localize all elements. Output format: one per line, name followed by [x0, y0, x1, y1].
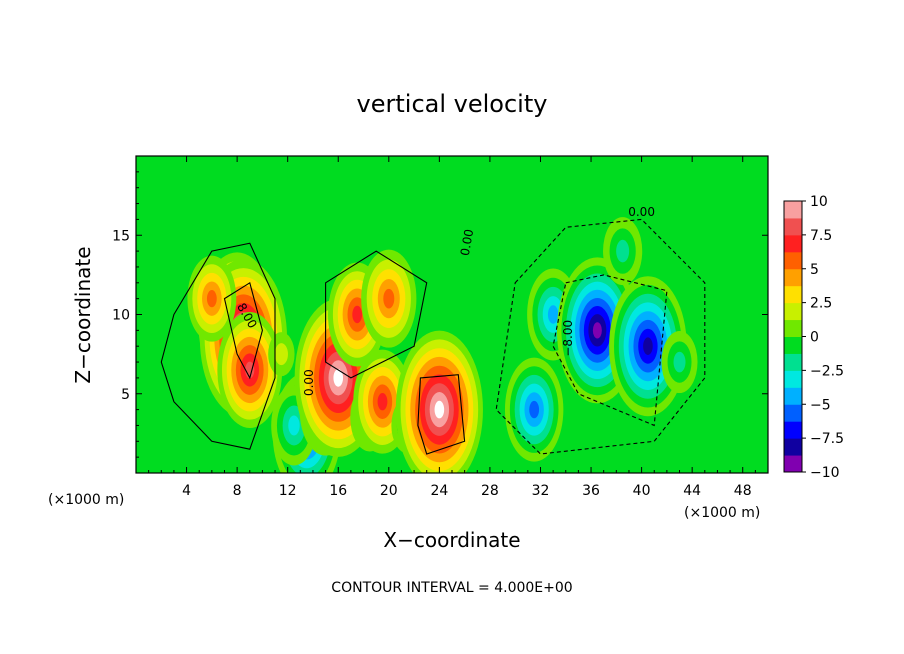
colorbar-swatch [784, 438, 802, 456]
field-band [529, 400, 540, 419]
x-tick-label: 32 [532, 483, 550, 499]
zero-contour [160, 242, 276, 450]
x-unit-label-right: (×1000 m) [684, 505, 760, 521]
colorbar-tick-label: −2.5 [810, 363, 844, 379]
x-unit-label-left: (×1000 m) [48, 492, 124, 508]
x-tick-label: 28 [481, 483, 499, 499]
colorbar-tick-label: −7.5 [810, 431, 844, 447]
x-tick-label: 8 [233, 483, 242, 499]
chart-title: vertical velocity [357, 90, 548, 118]
zero-contour [223, 281, 263, 380]
field-band [643, 337, 653, 356]
colorbar-tick-label: 10 [810, 194, 828, 210]
colorbar-swatch [784, 234, 802, 253]
colorbar-swatch [784, 455, 802, 473]
colorbar-tick-label: 2.5 [810, 296, 832, 312]
x-tick-label: 48 [734, 483, 752, 499]
zero-contour [325, 250, 428, 379]
y-tick-label: 5 [121, 387, 130, 403]
colorbar-swatch [784, 353, 802, 371]
y-axis: 5 10 15 [112, 171, 768, 458]
y-axis-label: Z−coordinate [71, 246, 95, 383]
x-tick-label: 4 [182, 483, 191, 499]
field-cell [187, 255, 237, 342]
colorbar-swatch [784, 285, 802, 304]
y-tick-label: 15 [112, 228, 130, 244]
field-band [673, 351, 686, 373]
field-band [383, 288, 395, 309]
x-tick-label: 16 [329, 483, 347, 499]
colorbar-swatch [784, 404, 802, 422]
velocity-field [187, 217, 698, 473]
plot-area: 0.008.000.00−8.000.00 [136, 156, 768, 473]
colorbar-swatch [784, 319, 802, 337]
colorbar-swatch [784, 387, 802, 405]
field-cell [603, 217, 643, 286]
contour-label: 0.00 [628, 205, 655, 219]
x-tick-label: 40 [633, 483, 651, 499]
colorbar-swatch [784, 217, 802, 236]
colorbar-tick-label: −10 [810, 465, 840, 481]
field-cell [661, 331, 698, 394]
colorbar-swatch [784, 251, 802, 270]
zero-contour [417, 374, 466, 455]
field-band [434, 400, 445, 419]
x-tick-label: 20 [380, 483, 398, 499]
x-tick-label: 44 [683, 483, 701, 499]
x-tick-label: 36 [582, 483, 600, 499]
colorbar-swatch [784, 336, 802, 354]
field-cell [268, 332, 295, 377]
negative-contour [552, 274, 668, 427]
field-band [333, 369, 344, 387]
field-band [206, 290, 217, 308]
colorbar-swatch [784, 302, 802, 321]
colorbar-tick-label: 0 [810, 330, 819, 346]
field-band [377, 392, 388, 411]
x-axis-label: X−coordinate [383, 528, 520, 552]
contour-label: −8.00 [561, 320, 575, 357]
field-band [274, 343, 288, 366]
field-band [352, 305, 363, 324]
x-tick-label: 12 [279, 483, 297, 499]
colorbar-tick-label: 7.5 [810, 228, 832, 244]
colorbar-tick-label: −5 [810, 397, 831, 413]
field-band [288, 415, 300, 436]
colorbar: 10 7.5 5 2.5 0 −2.5 −5 −7.5 −10 [783, 194, 844, 481]
colorbar-tick-label: 5 [810, 262, 819, 278]
colorbar-swatch [784, 421, 802, 439]
field-band [616, 239, 630, 263]
field-band [592, 322, 602, 339]
x-tick-label: 24 [430, 483, 448, 499]
field-cell [217, 311, 283, 428]
colorbar-swatch [784, 201, 802, 219]
field-band [547, 305, 559, 324]
field-cell [361, 249, 417, 348]
negative-contour [495, 218, 706, 455]
y-tick-label: 10 [112, 308, 130, 324]
contour-label: 0.00 [302, 369, 316, 396]
contour-label: 0.00 [458, 228, 476, 257]
x-axis: 4 8 12 16 20 24 28 32 36 40 44 48 [148, 156, 756, 499]
colorbar-swatch [784, 370, 802, 388]
contour-interval-note: CONTOUR INTERVAL = 4.000E+00 [331, 580, 572, 596]
colorbar-swatch [784, 268, 802, 287]
field-cell [395, 330, 483, 473]
field-cell [504, 357, 564, 462]
